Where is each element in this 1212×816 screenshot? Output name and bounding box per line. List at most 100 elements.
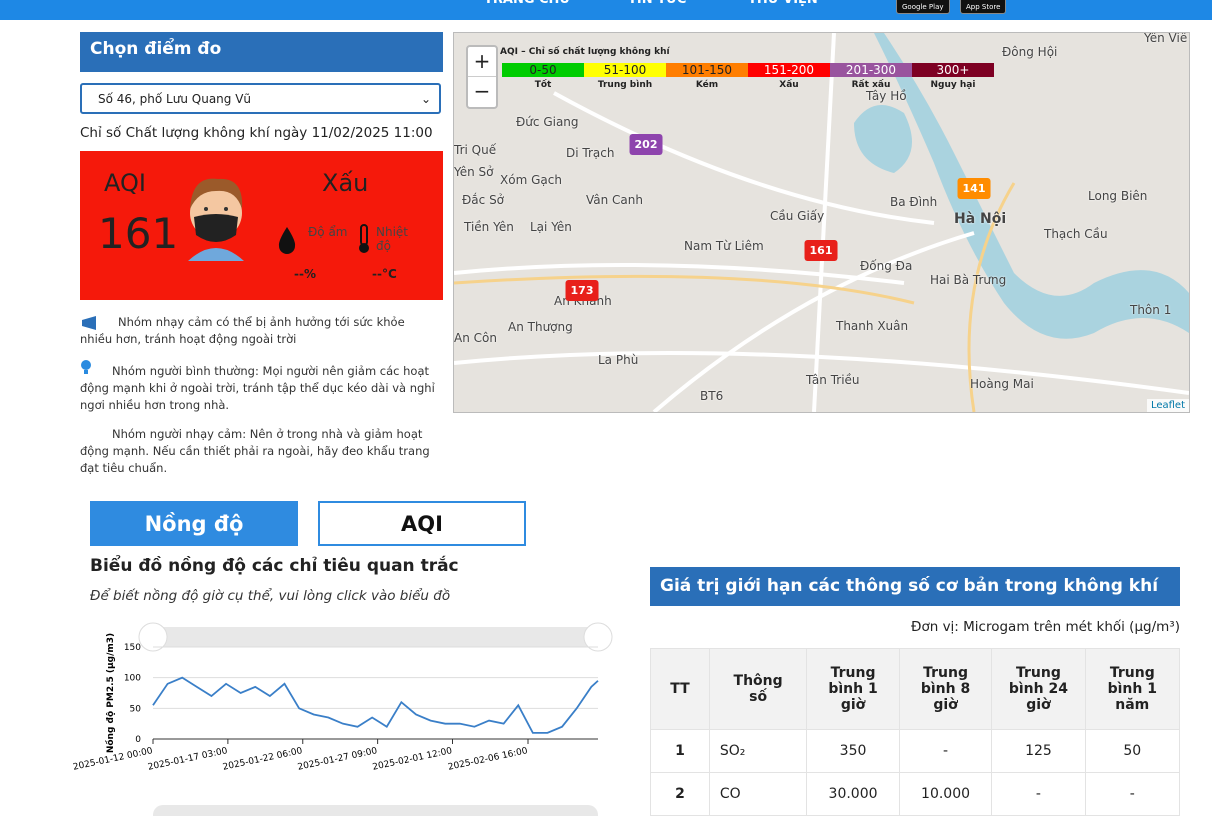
header-cell: Trung bình 1 năm (1084, 648, 1181, 730)
table-cell: - (1084, 772, 1181, 816)
place-label: An Côn (454, 331, 497, 345)
legend-label: Xấu (779, 80, 799, 90)
advice-text: Nhóm người bình thường: Mọi người nên gi… (80, 364, 435, 412)
place-label: Xóm Gạch (500, 173, 562, 187)
header-cell: Trung bình 8 giờ (898, 648, 993, 730)
y-axis-label: Nồng độ PM2.5 (μg/m3) (105, 633, 116, 753)
zoom-out[interactable]: − (473, 79, 491, 103)
x-tick-label: 2025-01-17 03:00 (147, 746, 229, 773)
aqi-value: 161 (98, 209, 179, 258)
y-tick-label: 50 (130, 704, 142, 714)
nav-item[interactable]: TIN TỨC (628, 0, 686, 7)
legend-title: AQI – Chỉ số chất lượng không khí (500, 47, 670, 57)
slider-handle[interactable] (138, 622, 168, 652)
table-cell: - (898, 729, 993, 773)
bulb-icon (81, 360, 91, 374)
place-label: Hà Nội (954, 211, 1007, 227)
unit-note: Đơn vị: Microgam trên mét khối (µg/m³) (911, 619, 1180, 635)
x-tick-label: 2025-01-22 06:00 (222, 746, 304, 773)
table-cell: 1 (650, 729, 710, 773)
table-cell: 350 (806, 729, 900, 773)
aqi-status: Xấu (322, 169, 369, 197)
legend-range: 201-300 (830, 63, 912, 77)
place-label: Đống Đa (860, 259, 913, 273)
place-label: Ba Đình (890, 195, 938, 209)
place-label: Tây Hồ (866, 89, 907, 103)
temp-value: --°C (372, 267, 397, 281)
table-cell: 10.000 (898, 772, 993, 816)
table-row: 2 CO 30.000 10.000- - (650, 772, 1181, 816)
panel-title: Chọn điểm đo (80, 32, 443, 72)
slider-track (153, 627, 598, 647)
slider-handle[interactable] (583, 622, 613, 652)
face-icon (188, 178, 244, 261)
header-cell: TT (650, 648, 710, 730)
place-label: La Phù (598, 353, 639, 367)
limits-table: TT Thông số Trung bình 1 giờ Trung bình 8 g… (650, 648, 1181, 816)
place-label: An Thượng (508, 320, 573, 334)
place-label: Yên Viê (1144, 32, 1188, 45)
legend-range: 0-50 (502, 63, 584, 77)
header-cell: Trung bình 24 giờ (991, 648, 1086, 730)
slider-track (153, 805, 598, 816)
select-arrow: ⌄ (420, 91, 431, 106)
legend-range: 51-100 (584, 63, 666, 77)
map-base (454, 33, 1189, 412)
table-cell: 2 (650, 772, 710, 816)
header-cell: Trung bình 1 giờ (806, 648, 900, 730)
place-label: Tân Triều (806, 373, 860, 387)
place-label: Nam Từ Liêm (684, 239, 764, 253)
station-select[interactable]: Số 46, phố Lưu Quang Vũ ⌄ (80, 83, 441, 114)
legend-label: Trung bình (597, 80, 653, 90)
legend-label: Rất xấu (851, 80, 891, 90)
tab[interactable]: Nồng độ (90, 501, 298, 546)
table-cell: 50 (1084, 729, 1181, 773)
place-label: Đức Giang (516, 115, 579, 129)
advice-text: Nhóm người nhạy cảm: Nên ở trong nhà và … (80, 427, 430, 475)
humidity-value: --% (294, 267, 316, 281)
table-cell: - (991, 772, 1086, 816)
nav-bar: TRANG CHỦ TIN TỨC THƯ VIỆN Google Play App S… (0, 0, 1212, 20)
header-cell: Thông số (708, 648, 808, 730)
chart-subtitle: Để biết nồng độ giờ cụ thể, vui lòng cli… (90, 588, 451, 604)
legend-range: 101-150 (666, 63, 748, 77)
place-label: Vân Canh (586, 193, 643, 207)
map[interactable]: + − AQI – Chỉ số chất lượng không khí Le… (453, 32, 1190, 413)
legend-label: Nguy hại (930, 80, 976, 90)
zoom-control: + − (466, 45, 498, 109)
aqi-marker[interactable]: 161 (804, 240, 838, 261)
y-tick-label: 0 (135, 735, 141, 745)
place-label: Di Trạch (566, 146, 615, 160)
aqi-marker[interactable]: 202 (629, 134, 663, 155)
place-label: Đông Hội (1002, 45, 1058, 59)
legend-range: 300+ (912, 63, 994, 77)
legend-label: Kém (695, 80, 719, 90)
nav-item[interactable]: THƯ VIỆN (748, 0, 818, 7)
aqi-marker[interactable]: 173 (565, 280, 599, 301)
nav-item[interactable]: TRANG CHỦ (484, 0, 570, 7)
place-label: Lại Yên (530, 220, 572, 234)
place-label: Đắc Sở (462, 193, 505, 207)
y-tick-label: 150 (124, 643, 141, 653)
zoom-in[interactable]: + (468, 47, 496, 77)
aqi-card: AQI 161 Xấu Độ ẩm --% Nhiệt độ --°C (80, 151, 443, 300)
table-cell: 125 (991, 729, 1086, 773)
x-tick-label: 2025-02-06 16:00 (447, 746, 529, 773)
tab[interactable]: AQI (318, 501, 526, 546)
legend-label: Tốt (534, 80, 552, 90)
aqi-marker[interactable]: 141 (957, 178, 991, 199)
y-tick-label: 100 (124, 674, 141, 684)
store-badge[interactable]: Google Play (896, 0, 950, 14)
place-label: Thạch Cầu (1044, 227, 1108, 241)
attribution[interactable]: Leaflet (1146, 399, 1189, 412)
x-tick-label: 2025-02-01 12:00 (372, 746, 454, 773)
table-cell: CO (708, 772, 808, 816)
store-badge[interactable]: App Store (960, 0, 1007, 14)
line-series (152, 676, 599, 734)
place-label: Tri Quế (454, 143, 497, 157)
table-row: 1 SO₂ 350-125 50 (650, 729, 1181, 773)
place-label: Tiền Yên (464, 220, 514, 234)
place-label: Thôn 1 (1130, 303, 1172, 317)
